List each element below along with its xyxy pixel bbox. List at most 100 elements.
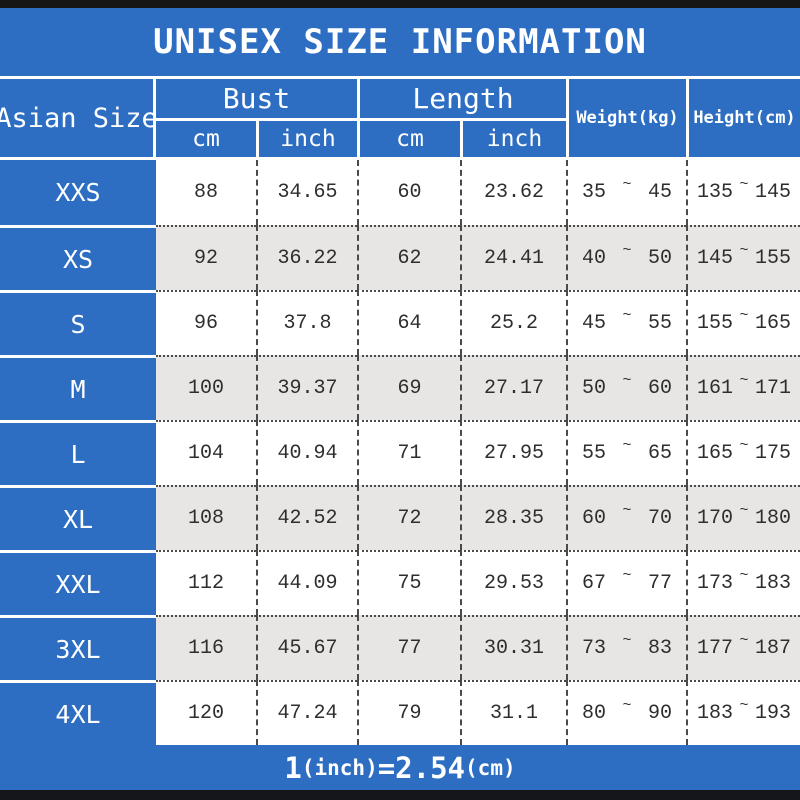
subheader-bust-cm: cm: [192, 126, 220, 152]
bust-cm-value: 88: [156, 160, 256, 225]
footer-note-segment: (cm): [465, 755, 516, 780]
range-max: 187: [754, 637, 791, 660]
length-cm-value: 79: [357, 680, 460, 745]
range-separator: ~: [739, 437, 749, 454]
weight-range: 60 ~70: [566, 485, 686, 550]
page-title: UNISEX SIZE INFORMATION: [153, 22, 647, 62]
range-separator: ~: [739, 632, 749, 649]
range-max: 90: [647, 702, 672, 725]
range-min: 35: [582, 181, 607, 204]
range-separator: ~: [622, 307, 632, 324]
bust-cm-value: 100: [156, 355, 256, 420]
range-separator: ~: [739, 567, 749, 584]
length-cm-value: 62: [357, 225, 460, 290]
bust-cm-value: 104: [156, 420, 256, 485]
length-inch-value: 29.53: [460, 550, 566, 615]
footer-note-segment: =2.54: [377, 750, 466, 785]
range-min: 177: [697, 637, 734, 660]
length-inch-value: 30.31: [460, 615, 566, 680]
size-label: S: [0, 290, 156, 355]
height-range: 183 ~193: [686, 680, 800, 745]
length-cm-value: 72: [357, 485, 460, 550]
column-header-weight: Weight(kg): [566, 79, 686, 157]
range-max: 65: [647, 442, 672, 465]
weight-range: 80 ~90: [566, 680, 686, 745]
bust-cm-value: 120: [156, 680, 256, 745]
range-separator: ~: [622, 437, 632, 454]
range-min: 165: [697, 442, 734, 465]
range-separator: ~: [622, 372, 632, 389]
table-row: L 104 40.94 71 27.95 55 ~65 165 ~175: [0, 420, 800, 485]
range-min: 80: [582, 702, 607, 725]
weight-range: 67 ~77: [566, 550, 686, 615]
footer-note-band: 1 (inch) =2.54 (cm): [0, 745, 800, 790]
table-row: XS 92 36.22 62 24.41 40 ~50 145 ~155: [0, 225, 800, 290]
size-label: M: [0, 355, 156, 420]
range-max: 60: [647, 377, 672, 400]
table-row: 3XL 116 45.67 77 30.31 73 ~83 177 ~187: [0, 615, 800, 680]
subheader-length-inch: inch: [460, 121, 566, 157]
range-separator: ~: [622, 502, 632, 519]
range-min: 67: [582, 572, 607, 595]
range-separator: ~: [622, 632, 632, 649]
size-label: 4XL: [0, 680, 156, 745]
range-max: 70: [647, 507, 672, 530]
range-max: 183: [754, 572, 791, 595]
range-max: 165: [754, 312, 791, 335]
weight-range: 35 ~45: [566, 160, 686, 225]
table-row: 4XL 120 47.24 79 31.1 80 ~90 183 ~193: [0, 680, 800, 745]
range-min: 73: [582, 637, 607, 660]
range-max: 83: [647, 637, 672, 660]
range-min: 135: [697, 181, 734, 204]
weight-range: 55 ~65: [566, 420, 686, 485]
footer-note-segment: 1: [284, 750, 302, 785]
size-label: XS: [0, 225, 156, 290]
length-inch-value: 24.41: [460, 225, 566, 290]
range-min: 170: [697, 507, 734, 530]
bust-inch-value: 37.8: [256, 290, 357, 355]
bust-cm-value: 116: [156, 615, 256, 680]
range-max: 171: [754, 377, 791, 400]
bust-cm-value: 96: [156, 290, 256, 355]
height-range: 155 ~165: [686, 290, 800, 355]
size-label: XXS: [0, 160, 156, 225]
bust-inch-value: 47.24: [256, 680, 357, 745]
length-cm-value: 60: [357, 160, 460, 225]
range-max: 180: [754, 507, 791, 530]
length-cm-value: 77: [357, 615, 460, 680]
range-min: 55: [582, 442, 607, 465]
table-row: M 100 39.37 69 27.17 50 ~60 161 ~171: [0, 355, 800, 420]
bust-inch-value: 45.67: [256, 615, 357, 680]
column-group-bust: Bust: [156, 79, 357, 121]
bust-cm-value: 108: [156, 485, 256, 550]
weight-range: 45 ~55: [566, 290, 686, 355]
bust-inch-value: 44.09: [256, 550, 357, 615]
bust-cm-value: 112: [156, 550, 256, 615]
range-separator: ~: [739, 176, 749, 193]
length-inch-value: 28.35: [460, 485, 566, 550]
range-min: 155: [697, 312, 734, 335]
range-min: 183: [697, 702, 734, 725]
height-range: 170 ~180: [686, 485, 800, 550]
bust-inch-value: 39.37: [256, 355, 357, 420]
range-max: 45: [647, 181, 672, 204]
range-separator: ~: [622, 242, 632, 259]
bust-inch-value: 34.65: [256, 160, 357, 225]
range-min: 40: [582, 247, 607, 270]
subheader-length-cm: cm: [357, 121, 460, 157]
bust-inch-value: 40.94: [256, 420, 357, 485]
length-cm-value: 64: [357, 290, 460, 355]
size-label: 3XL: [0, 615, 156, 680]
table-row: S 96 37.8 64 25.2 45 ~55 155 ~165: [0, 290, 800, 355]
table-row: XXS 88 34.65 60 23.62 35 ~45 135 ~145: [0, 160, 800, 225]
range-min: 50: [582, 377, 607, 400]
size-label: XXL: [0, 550, 156, 615]
range-separator: ~: [739, 372, 749, 389]
footer-note-segment: (inch): [301, 755, 378, 780]
range-min: 173: [697, 572, 734, 595]
title-band: UNISEX SIZE INFORMATION: [0, 8, 800, 76]
column-header-height: Height(cm): [686, 79, 800, 157]
range-max: 145: [754, 181, 791, 204]
size-label: L: [0, 420, 156, 485]
